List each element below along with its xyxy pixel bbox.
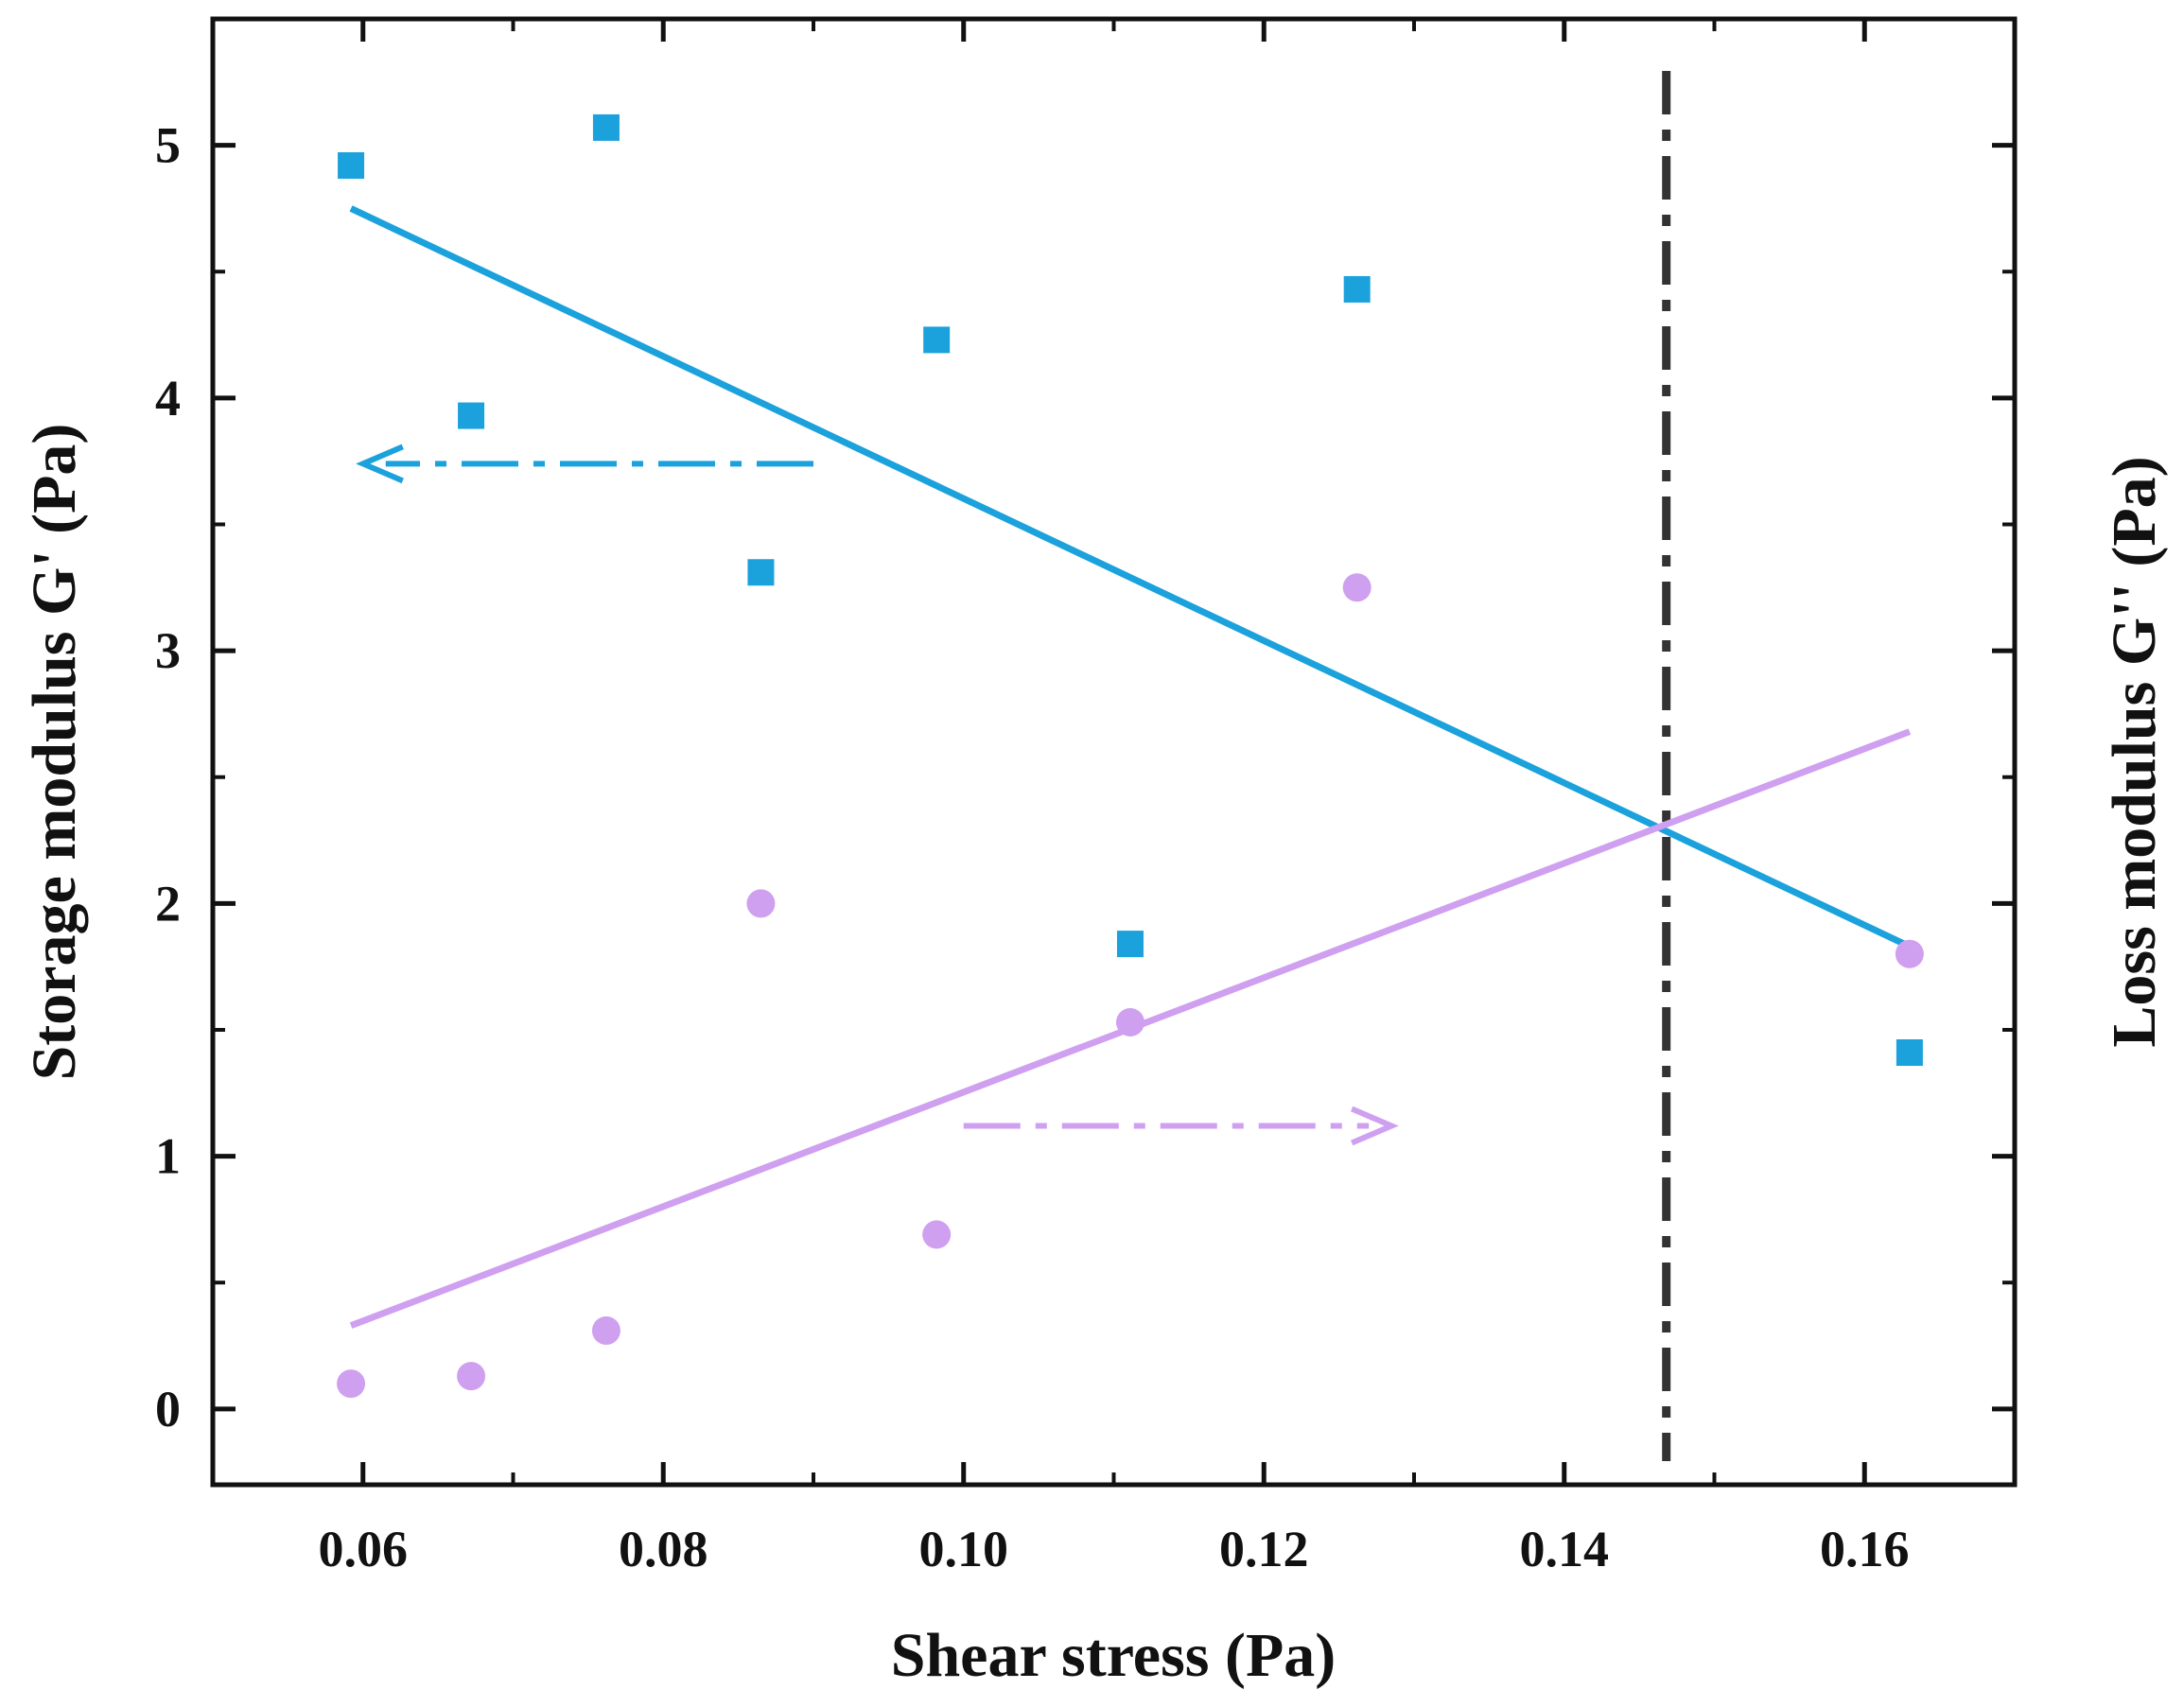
g-double-prime-data-point: [922, 1220, 952, 1249]
g-double-prime-data-point: [1342, 573, 1372, 602]
g-prime-data-point: [338, 152, 365, 179]
y-tick-label: 3: [155, 622, 181, 679]
g-double-prime-data-point: [746, 889, 776, 918]
x-axis-title: Shear stress (Pa): [891, 1621, 1337, 1690]
y-tick-label: 4: [155, 370, 181, 427]
y-tick-label: 1: [155, 1128, 181, 1185]
x-tick-label: 0.16: [1820, 1521, 1910, 1577]
g-double-prime-data-point: [457, 1362, 486, 1391]
g-prime-data-point: [458, 402, 485, 429]
g-prime-axis-arrow-head: [356, 444, 404, 484]
y-tick-label: 0: [155, 1381, 181, 1437]
y-axis-left-title: Storage modulus G' (Pa): [20, 424, 89, 1081]
g-prime-data-point: [923, 326, 951, 354]
g-double-prime-axis-arrow-head: [1351, 1106, 1399, 1146]
g-double-prime-data-point: [337, 1369, 366, 1399]
g-prime-data-point: [1343, 275, 1371, 303]
axes-layer: 0.06 0.08 0.10 0.12 0.14 0.16 0 1 2 3 4 5: [155, 19, 2015, 1577]
g-prime-data-point: [1896, 1039, 1923, 1067]
x-tick-label: 0.06: [319, 1521, 409, 1577]
data-point-layer: [337, 113, 1924, 1399]
g-prime-fit-line: [349, 205, 1912, 949]
g-double-prime-data-point: [1895, 939, 1924, 968]
g-double-prime-data-point: [591, 1315, 620, 1345]
y-axis-right-title: Loss modulus G'' (Pa): [2100, 456, 2169, 1047]
g-prime-data-point: [592, 113, 620, 141]
y-tick-label: 5: [155, 117, 181, 174]
g-prime-data-point: [1116, 931, 1144, 958]
x-tick-label: 0.14: [1520, 1521, 1610, 1577]
g-double-prime-data-point: [1115, 1007, 1144, 1036]
annotation-layer: [356, 71, 1671, 1461]
x-tick-label: 0.10: [919, 1521, 1009, 1577]
y-tick-label: 2: [155, 875, 181, 932]
x-tick-label: 0.12: [1219, 1521, 1309, 1577]
g-prime-data-point: [747, 559, 775, 586]
x-tick-label: 0.08: [619, 1521, 708, 1577]
